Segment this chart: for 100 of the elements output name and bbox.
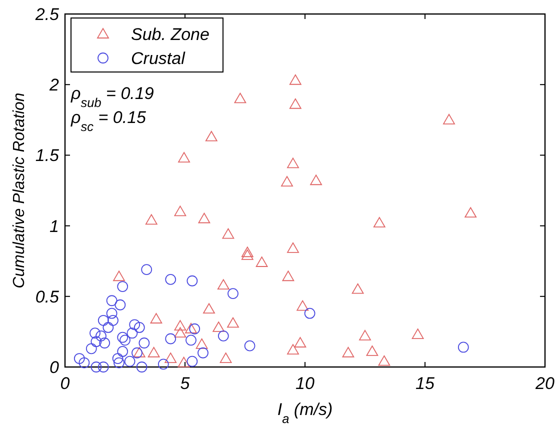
point	[217, 279, 230, 290]
y-tick-label: 1.5	[35, 146, 60, 166]
point	[117, 281, 128, 292]
point	[126, 328, 138, 339]
point	[352, 283, 364, 294]
point	[458, 342, 469, 353]
point	[98, 314, 109, 326]
point	[74, 353, 85, 364]
point	[244, 340, 256, 352]
point	[113, 270, 125, 282]
point	[145, 214, 158, 225]
point	[96, 330, 106, 342]
point	[287, 344, 299, 355]
point	[132, 347, 142, 358]
point	[378, 355, 390, 366]
x-tick-label: 5	[180, 374, 190, 393]
y-tick-label: 0.5	[35, 287, 60, 306]
point	[108, 314, 118, 326]
point	[366, 346, 378, 356]
point	[186, 334, 196, 346]
point	[186, 275, 198, 286]
point	[359, 330, 371, 340]
legend-label: Sub. Zone	[131, 25, 210, 44]
point	[287, 158, 299, 168]
y-tick-label: 2	[48, 76, 60, 95]
point	[227, 317, 239, 328]
point	[117, 332, 128, 343]
point	[148, 346, 160, 358]
point	[256, 256, 268, 267]
y-tick-label: 0	[50, 358, 60, 377]
point	[196, 338, 208, 349]
point	[304, 308, 316, 319]
point	[234, 92, 246, 104]
point	[106, 295, 118, 306]
point	[99, 338, 110, 348]
point	[174, 206, 186, 216]
point	[186, 356, 198, 367]
point	[287, 242, 299, 253]
point	[464, 207, 477, 218]
point	[342, 346, 354, 358]
point	[282, 270, 294, 282]
point	[158, 358, 169, 370]
point	[90, 336, 102, 348]
point	[205, 130, 218, 142]
point	[241, 246, 254, 258]
point	[310, 174, 322, 186]
point	[294, 337, 306, 348]
point	[178, 152, 190, 162]
point	[289, 74, 302, 85]
point	[222, 228, 234, 239]
point	[138, 338, 150, 348]
point	[106, 308, 118, 319]
point	[185, 322, 197, 334]
point	[90, 328, 100, 339]
point	[203, 303, 215, 314]
point	[443, 114, 455, 124]
point	[90, 362, 102, 372]
point	[78, 357, 90, 368]
point	[296, 300, 309, 311]
point	[98, 362, 109, 372]
point	[289, 98, 302, 109]
point	[220, 352, 232, 363]
point	[114, 299, 126, 310]
point	[86, 343, 97, 354]
point	[129, 319, 140, 330]
point	[112, 353, 124, 364]
point	[198, 212, 210, 224]
point	[174, 320, 186, 330]
point	[281, 176, 293, 186]
point	[102, 322, 114, 333]
point	[133, 346, 146, 358]
point	[412, 328, 424, 339]
point	[164, 352, 177, 363]
point	[141, 264, 152, 276]
annotation: ρ$_{sub}$ = 0.19	[70, 84, 154, 110]
x-tick-label: 10	[296, 374, 315, 393]
point	[373, 217, 386, 228]
point	[136, 362, 148, 372]
point	[120, 334, 130, 346]
y-tick-label: 1	[50, 216, 59, 236]
x-axis-title: I$_{a}$ (m/s)	[277, 400, 333, 425]
annotation: ρ$_{sc}$ = 0.15	[70, 108, 147, 134]
point	[198, 347, 208, 358]
point	[241, 250, 254, 260]
point	[178, 356, 190, 368]
x-tick-label: 15	[416, 374, 435, 393]
point	[134, 322, 145, 333]
point	[212, 322, 225, 332]
point	[150, 313, 162, 324]
point	[114, 357, 124, 368]
point	[124, 356, 136, 367]
point	[174, 327, 186, 338]
point	[117, 346, 128, 357]
point	[218, 330, 229, 342]
legend-label: Crustal	[131, 49, 186, 68]
y-axis-title: Cumulative Plastic Rotation	[11, 92, 28, 288]
point	[189, 323, 200, 334]
point	[165, 333, 176, 344]
point	[165, 274, 176, 285]
x-tick-label: 20	[534, 374, 555, 393]
